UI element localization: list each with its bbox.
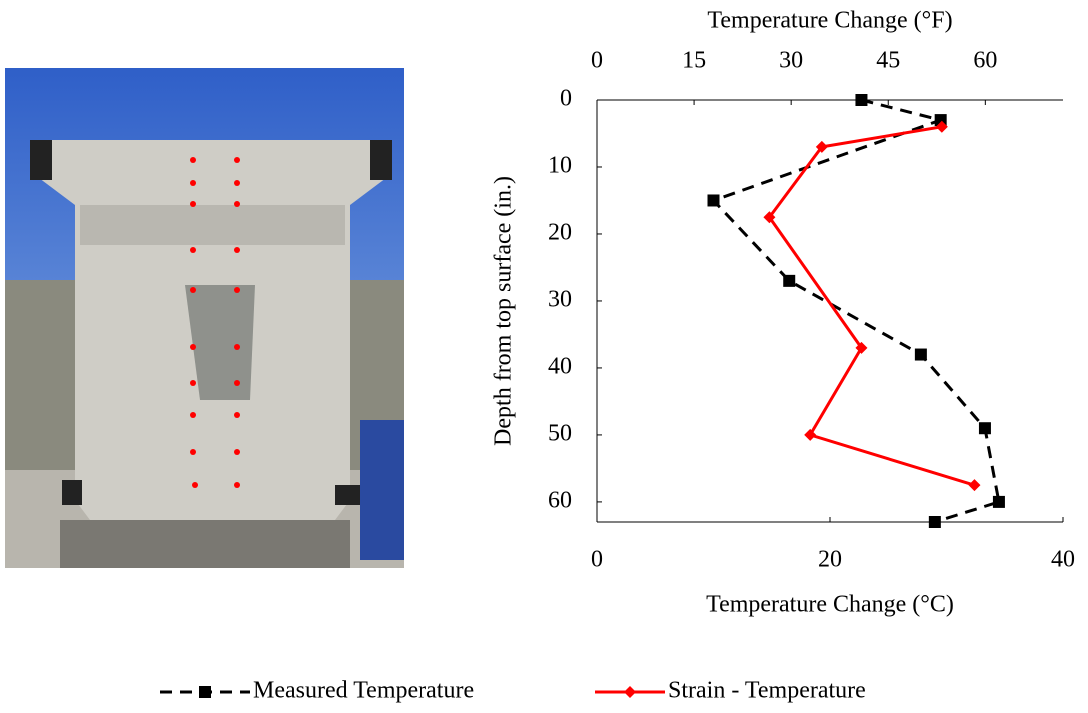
y-tick-label: 50: [548, 420, 572, 446]
y-tick-label: 40: [548, 353, 572, 379]
legend-marker: [624, 686, 636, 698]
marker: [855, 341, 868, 354]
legend-marker: [199, 686, 211, 698]
marker: [935, 120, 948, 133]
x-tick-label: 20: [818, 547, 842, 573]
x-axis-title: Temperature Change (°C): [706, 592, 954, 618]
y-tick-label: 0: [560, 86, 572, 112]
marker: [763, 211, 776, 224]
marker: [978, 422, 991, 435]
marker: [928, 516, 941, 528]
x2-tick-label: 60: [973, 48, 997, 74]
marker: [992, 495, 1005, 508]
specimen-photo: [5, 68, 404, 568]
y-tick-label: 30: [548, 286, 572, 312]
marker: [968, 479, 981, 492]
marker: [707, 194, 720, 207]
x2-tick-label: 0: [591, 48, 603, 74]
marker: [914, 348, 927, 361]
y-axis-title: Depth from top surface (in.): [491, 176, 517, 446]
marker: [815, 140, 828, 153]
x2-axis-title: Temperature Change (°F): [707, 8, 952, 34]
y-tick-label: 10: [548, 152, 572, 178]
y-tick-label: 60: [548, 487, 572, 513]
x-tick-label: 40: [1051, 547, 1075, 573]
x-tick-label: 0: [591, 547, 603, 573]
x2-tick-label: 30: [779, 48, 803, 74]
marker: [783, 274, 796, 287]
marker: [804, 428, 817, 441]
x2-tick-label: 15: [682, 48, 706, 74]
series-line: [710, 98, 1001, 524]
y-tick-label: 20: [548, 219, 572, 245]
series-line: [767, 125, 975, 487]
marker: [855, 94, 868, 106]
x2-tick-label: 45: [876, 48, 900, 74]
legend-label: Strain - Temperature: [668, 678, 866, 704]
legend-label: Measured Temperature: [253, 678, 474, 704]
